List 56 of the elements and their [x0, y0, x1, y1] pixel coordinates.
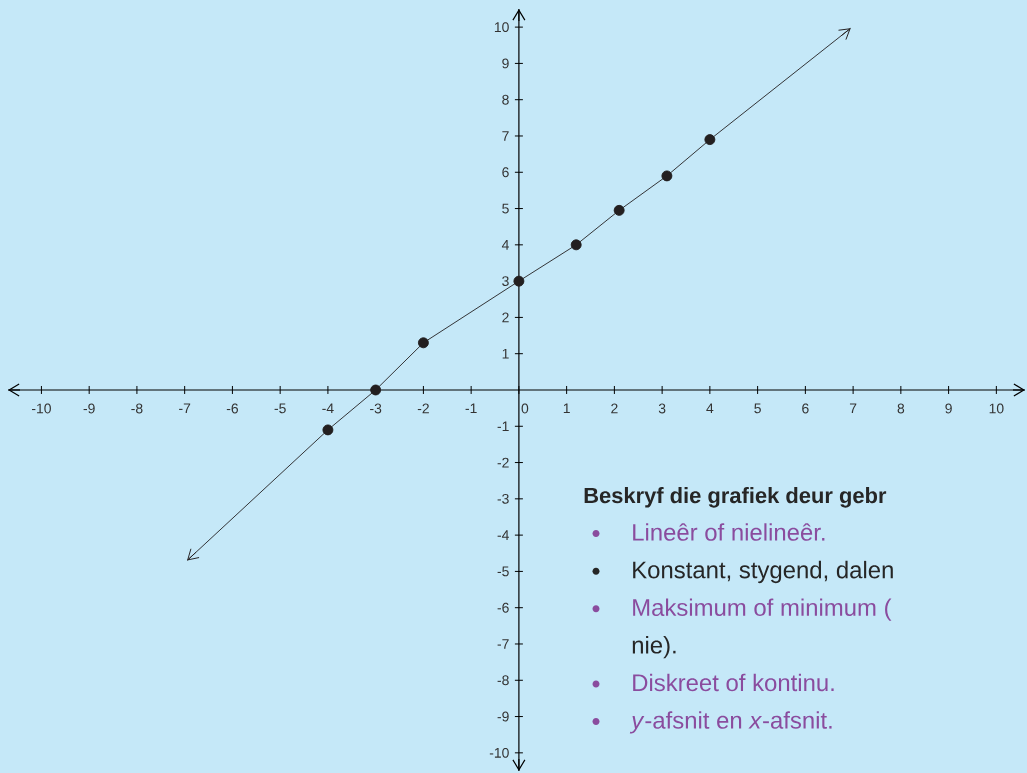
x-tick-label: 9: [945, 403, 952, 414]
y-tick-label: -1: [497, 421, 509, 432]
annotation: Konstant, stygend, dalen: [633, 560, 893, 584]
point: [513, 275, 525, 287]
y-tick-label: 3: [502, 276, 509, 287]
x-tick-label: -3: [370, 403, 382, 414]
y-tick-label: -7: [497, 639, 509, 649]
y-tick-label: -6: [497, 602, 509, 613]
y-tick-label: 6: [502, 167, 509, 178]
x-tick-label: -4: [322, 403, 334, 414]
x-tick-label: -10: [31, 403, 51, 414]
y-tick-label: -5: [497, 566, 509, 577]
y-tick-label: 8: [502, 94, 509, 105]
annotation: Diskreet of kontinu.: [633, 673, 834, 692]
annotation: nie).: [632, 636, 676, 659]
annotation: y-afsnit en x-afsnit.: [629, 711, 832, 734]
x-tick-label: 6: [802, 403, 809, 414]
x-tick-label: -2: [417, 403, 429, 414]
y-tick-label: -3: [497, 493, 509, 504]
y-tick-label: 7: [502, 131, 509, 141]
point: [370, 384, 382, 396]
point: [322, 424, 334, 436]
y-tick-label: 2: [502, 312, 509, 323]
y-tick-label: 1: [502, 348, 509, 359]
x-tick-label: 8: [897, 403, 905, 414]
x-tick-label: -7: [179, 403, 191, 414]
x-tick-label: -9: [83, 403, 95, 414]
y-tick-label: -10: [489, 747, 509, 758]
y-tick-label: 9: [502, 58, 509, 69]
y-tick-label: -8: [497, 675, 509, 686]
point: [613, 204, 625, 216]
y-tick-label: 10: [494, 22, 509, 33]
point: [661, 170, 673, 182]
point: [704, 134, 716, 146]
x-tick-label: 3: [658, 403, 666, 414]
x-tick-label: 2: [611, 403, 618, 414]
x-tick-label: -6: [226, 403, 238, 414]
x-tick-label: 7: [849, 403, 857, 414]
y-tick-label: 5: [502, 203, 509, 214]
y-tick-label: -9: [497, 711, 509, 722]
x-tick-label: -5: [274, 403, 286, 414]
point: [417, 337, 429, 349]
y-tick-label: -4: [497, 530, 509, 540]
x-tick-label: 4: [706, 403, 714, 414]
x-tick-label: 0: [521, 403, 529, 414]
y-tick-label: -2: [497, 457, 509, 468]
x-tick-label: -8: [131, 403, 143, 414]
x-tick-label: -1: [465, 403, 477, 414]
x-tick-label: 1: [563, 403, 570, 414]
point: [570, 239, 582, 251]
y-tick-label: 4: [501, 240, 509, 250]
annotation: Beskryf die grafiek deur gebr: [584, 487, 887, 508]
annotation: Lineêr of nielineêr.: [633, 523, 825, 541]
annotation: Maksimum of minimum (: [633, 598, 892, 621]
x-tick-label: 5: [754, 403, 761, 414]
x-tick-label: 10: [989, 403, 1004, 414]
